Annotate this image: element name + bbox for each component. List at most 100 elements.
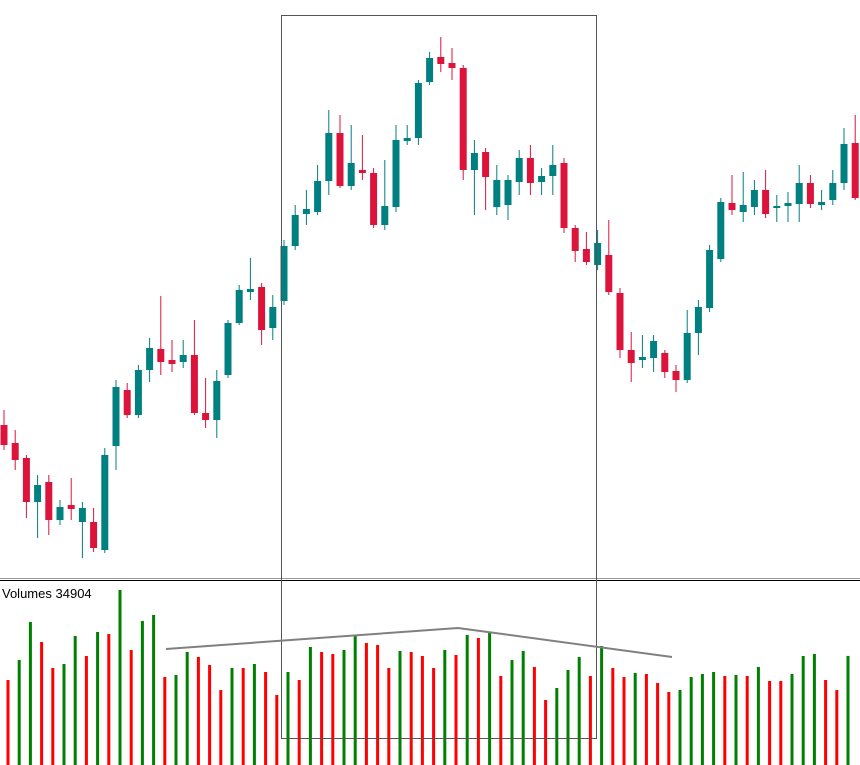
volume-bar: [275, 695, 279, 765]
volume-bar: [353, 635, 357, 765]
candle-body: [179, 355, 187, 362]
candle-body: [11, 443, 19, 460]
candle-body: [762, 190, 770, 214]
volume-bar: [308, 647, 312, 765]
volume-label: Volumes 34904: [2, 586, 92, 601]
candle-body: [224, 323, 232, 375]
candle-body: [818, 202, 826, 205]
candle-body: [560, 163, 568, 228]
trend-line[interactable]: [165, 626, 673, 658]
volume-bar: [297, 680, 301, 765]
volume-bar: [432, 668, 436, 765]
candle-body: [134, 370, 142, 415]
volume-bar: [521, 651, 525, 765]
candle-body: [168, 360, 176, 364]
volume-bar: [152, 615, 156, 765]
volume-bar: [700, 674, 704, 765]
candle-body: [706, 250, 714, 308]
candle-body: [784, 203, 792, 206]
candle-body: [750, 190, 758, 207]
volume-bar: [331, 654, 335, 765]
candle-body: [672, 371, 680, 380]
volume-bar: [40, 642, 44, 765]
candle-body: [381, 206, 389, 225]
volume-bar: [443, 650, 447, 765]
candle-body: [22, 458, 30, 502]
volume-bar: [566, 670, 570, 765]
candle-body: [302, 209, 310, 214]
candle-body: [123, 390, 131, 415]
volume-bar: [241, 668, 245, 765]
volume-bar: [812, 654, 816, 765]
volume-bar: [689, 677, 693, 765]
volume-bar: [118, 590, 122, 765]
volume-bar: [230, 668, 234, 765]
volume-bar: [409, 652, 413, 765]
volume-bar: [387, 668, 391, 765]
volume-bar: [28, 622, 32, 765]
candle-body: [146, 348, 154, 370]
candle-body: [414, 83, 422, 138]
volume-bar: [667, 692, 671, 765]
volume-bar: [801, 656, 805, 765]
candle-body: [650, 341, 658, 358]
volume-bar: [577, 657, 581, 765]
candle-body: [78, 508, 86, 522]
volume-bar: [723, 676, 727, 765]
volume-bar: [756, 667, 760, 765]
candle-body: [605, 255, 613, 292]
volume-bar: [376, 645, 380, 765]
candle-body: [101, 455, 109, 550]
candle-body: [616, 293, 624, 350]
candle-body: [392, 140, 400, 207]
volume-bar: [745, 676, 749, 765]
candle-body: [325, 133, 333, 181]
candle-body: [403, 138, 411, 141]
volume-bar: [17, 660, 21, 765]
candle-body: [582, 249, 590, 262]
candle-body: [851, 143, 859, 198]
volume-bar: [107, 634, 111, 765]
volume-bar: [476, 638, 480, 765]
candle-body: [773, 206, 781, 208]
candle-body: [482, 152, 490, 177]
volume-bar: [835, 690, 839, 765]
volume-bar: [611, 668, 615, 765]
volume-bar: [252, 664, 256, 765]
volume-bar: [588, 676, 592, 765]
candle-body: [728, 203, 736, 210]
volume-bar: [488, 632, 492, 765]
candle-body: [717, 202, 725, 259]
candle-body: [739, 205, 747, 212]
candle-body: [426, 58, 434, 82]
candle-body: [829, 183, 837, 200]
volume-bar: [62, 664, 66, 765]
candle-body: [157, 349, 165, 362]
volume-bar: [633, 673, 637, 765]
candle-body: [806, 183, 814, 204]
volume-bar: [622, 677, 626, 765]
candle-body: [549, 165, 557, 176]
volume-bar: [510, 660, 514, 765]
volume-bar: [364, 643, 368, 765]
candle-body: [370, 173, 378, 225]
candle-body: [538, 176, 546, 182]
candle-body: [358, 170, 366, 173]
candle-body: [280, 246, 288, 301]
volume-bar: [185, 652, 189, 765]
candle-body: [56, 507, 64, 520]
candle-body: [683, 333, 691, 380]
volume-bar: [84, 656, 88, 765]
volume-bar: [208, 665, 212, 765]
volume-bar: [734, 675, 738, 765]
selection-rectangle[interactable]: [281, 15, 597, 739]
volume-bar: [286, 672, 290, 765]
candle-body: [694, 307, 702, 333]
volume-bar: [174, 675, 178, 765]
candle-body: [840, 144, 848, 183]
candle-body: [246, 289, 254, 292]
marks: [0, 37, 859, 765]
volume-label-value: 34904: [56, 586, 92, 601]
